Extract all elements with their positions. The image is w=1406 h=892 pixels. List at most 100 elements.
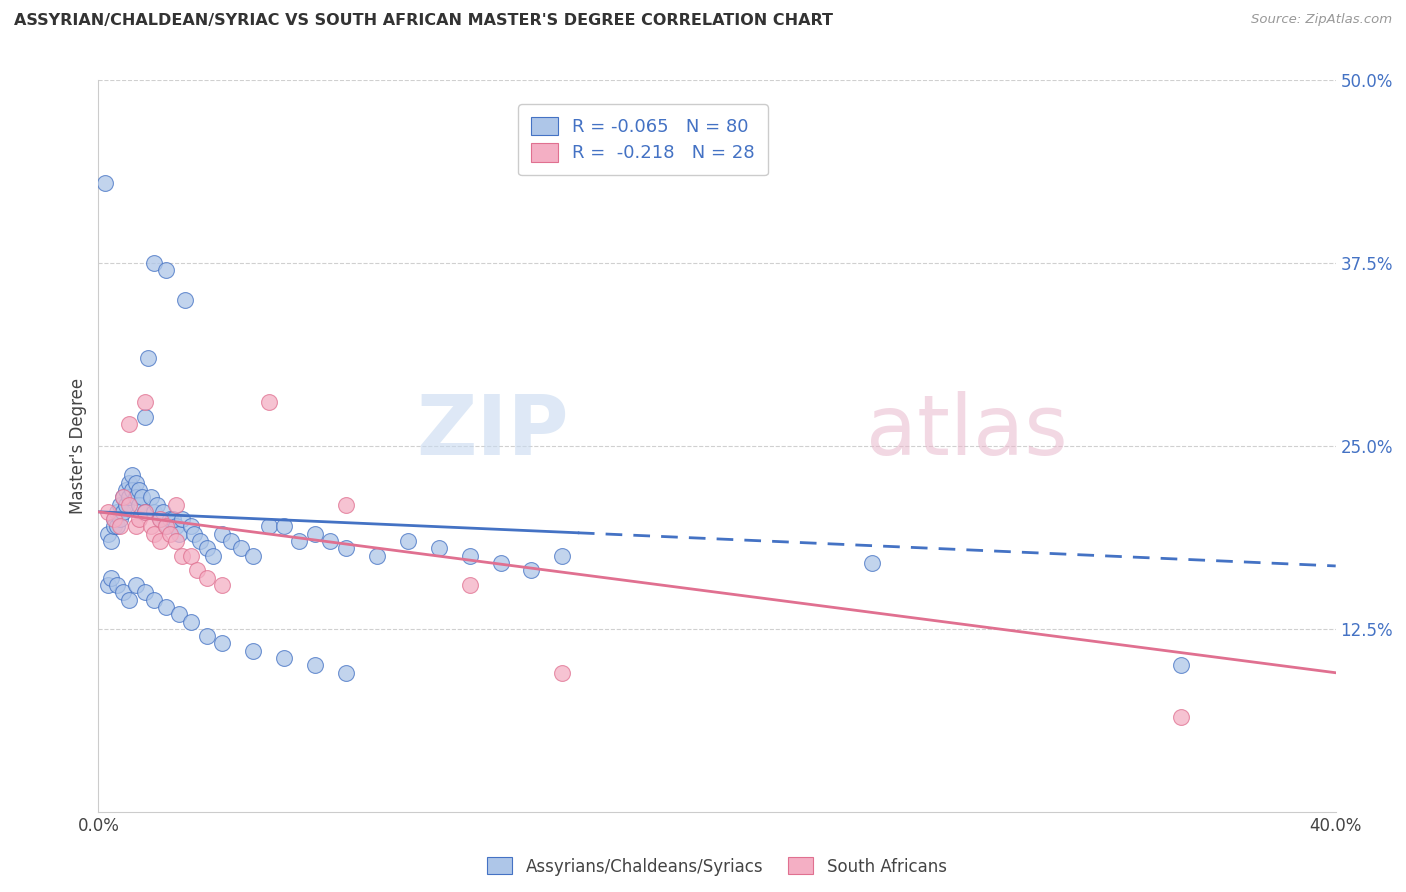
Point <box>288 534 311 549</box>
Point <box>1170 658 1192 673</box>
Point <box>458 578 481 592</box>
Point <box>201 549 224 563</box>
Point <box>108 498 131 512</box>
Point <box>112 585 135 599</box>
Point <box>115 483 138 497</box>
Point <box>131 490 153 504</box>
Point <box>396 534 419 549</box>
Text: ASSYRIAN/CHALDEAN/SYRIAC VS SOUTH AFRICAN MASTER'S DEGREE CORRELATION CHART: ASSYRIAN/CHALDEAN/SYRIAC VS SOUTH AFRICA… <box>14 13 834 29</box>
Point <box>155 519 177 533</box>
Point <box>174 293 197 307</box>
Point <box>155 519 177 533</box>
Point <box>489 556 512 570</box>
Point <box>167 526 190 541</box>
Point <box>103 512 125 526</box>
Point <box>128 483 150 497</box>
Point <box>105 519 128 533</box>
Point <box>273 651 295 665</box>
Point <box>100 534 122 549</box>
Point <box>108 512 131 526</box>
Point <box>183 526 205 541</box>
Point <box>195 629 218 643</box>
Point <box>103 519 125 533</box>
Point <box>149 534 172 549</box>
Point <box>162 512 184 526</box>
Point <box>134 585 156 599</box>
Point <box>152 505 174 519</box>
Point <box>115 498 138 512</box>
Point <box>335 541 357 556</box>
Point <box>195 571 218 585</box>
Point <box>136 351 159 366</box>
Point <box>458 549 481 563</box>
Legend: Assyrians/Chaldeans/Syriacs, South Africans: Assyrians/Chaldeans/Syriacs, South Afric… <box>479 849 955 884</box>
Point <box>170 549 193 563</box>
Point <box>121 468 143 483</box>
Point <box>366 549 388 563</box>
Point <box>427 541 450 556</box>
Point <box>105 578 128 592</box>
Point <box>520 563 543 577</box>
Point <box>304 526 326 541</box>
Point <box>100 571 122 585</box>
Point <box>124 475 146 490</box>
Point <box>319 534 342 549</box>
Point <box>118 592 141 607</box>
Point <box>103 512 125 526</box>
Point <box>118 417 141 431</box>
Point <box>128 498 150 512</box>
Point <box>551 665 574 680</box>
Y-axis label: Master's Degree: Master's Degree <box>69 378 87 514</box>
Point <box>149 512 172 526</box>
Point <box>551 549 574 563</box>
Point <box>180 549 202 563</box>
Point <box>118 498 141 512</box>
Point <box>860 556 883 570</box>
Point <box>139 490 162 504</box>
Point <box>124 578 146 592</box>
Point <box>186 563 208 577</box>
Point <box>170 512 193 526</box>
Point <box>93 176 115 190</box>
Point <box>165 534 187 549</box>
Point <box>211 578 233 592</box>
Point <box>146 498 169 512</box>
Point <box>149 512 172 526</box>
Point <box>257 395 280 409</box>
Point <box>211 526 233 541</box>
Point <box>134 409 156 424</box>
Point <box>229 541 252 556</box>
Point <box>165 519 187 533</box>
Point <box>143 256 166 270</box>
Point <box>108 519 131 533</box>
Point <box>257 519 280 533</box>
Point <box>155 263 177 277</box>
Point <box>121 483 143 497</box>
Point <box>97 526 120 541</box>
Point <box>118 490 141 504</box>
Point <box>159 526 181 541</box>
Point <box>105 505 128 519</box>
Point <box>134 505 156 519</box>
Text: Source: ZipAtlas.com: Source: ZipAtlas.com <box>1251 13 1392 27</box>
Point <box>97 505 120 519</box>
Point <box>165 498 187 512</box>
Point <box>242 644 264 658</box>
Point <box>112 490 135 504</box>
Point <box>143 526 166 541</box>
Point <box>155 599 177 614</box>
Point <box>134 395 156 409</box>
Point <box>304 658 326 673</box>
Point <box>143 505 166 519</box>
Point <box>128 512 150 526</box>
Point <box>190 534 212 549</box>
Text: atlas: atlas <box>866 391 1067 472</box>
Point <box>124 490 146 504</box>
Text: ZIP: ZIP <box>416 391 568 472</box>
Point <box>112 505 135 519</box>
Point <box>180 615 202 629</box>
Point <box>118 475 141 490</box>
Point <box>335 498 357 512</box>
Point <box>221 534 243 549</box>
Point <box>134 505 156 519</box>
